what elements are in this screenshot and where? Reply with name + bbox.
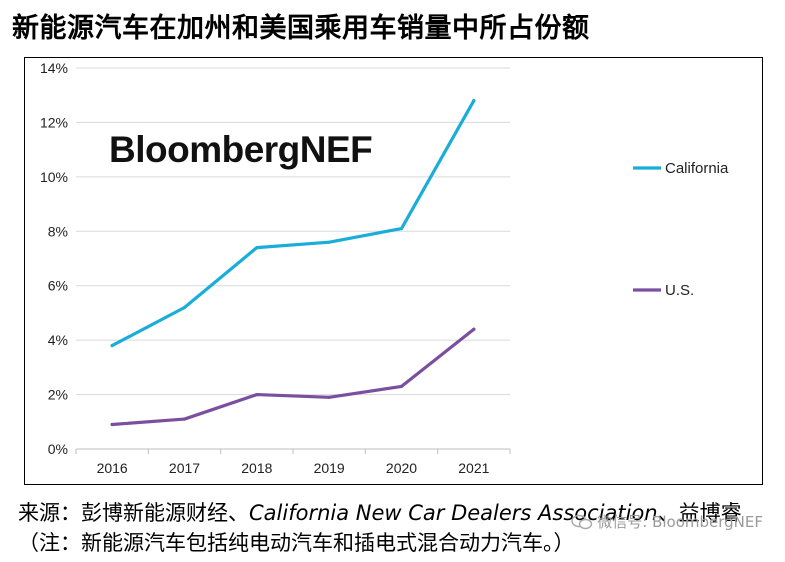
x-tick-label: 2020 (386, 460, 417, 476)
data-point-us (399, 384, 404, 389)
x-tick-label: 2021 (458, 460, 489, 476)
data-point-california (472, 99, 476, 103)
data-point-california (399, 226, 404, 231)
legend-label-california: California (665, 160, 729, 177)
legend-label-us: U.S. (665, 282, 694, 299)
x-tick-label: 2016 (97, 460, 128, 476)
watermark-text: 微信号: BloombergNEF (597, 513, 763, 531)
brand-logo-text: BloombergNEF (109, 129, 372, 170)
x-tick-label: 2018 (241, 460, 272, 476)
data-point-us (182, 417, 187, 421)
y-tick-label: 8% (48, 223, 68, 239)
wechat-icon (571, 514, 593, 529)
y-tick-label: 6% (48, 278, 68, 294)
source-line: 来源：彭博新能源财经、California New Car Dealers As… (18, 497, 742, 527)
line-chart: 0% 2% 4% 6% 8% 10% 12% 14% 2016 2017 2018 2019 2020… (40, 60, 729, 476)
data-point-us (472, 327, 476, 331)
data-point-california (255, 246, 259, 250)
data-point-california (327, 240, 331, 244)
y-tick-label: 10% (40, 169, 68, 185)
footnote: （注：新能源汽车包括纯电动汽车和插电式混合动力汽车。） (18, 531, 575, 555)
data-point-california (182, 305, 187, 310)
data-point-us (255, 392, 259, 397)
x-tick-label: 2017 (169, 460, 200, 476)
chart-frame (24, 57, 763, 485)
series-line-california (110, 99, 476, 348)
source-prefix: 来源：彭博新能源财经、 (18, 501, 249, 525)
y-tick-label: 2% (48, 387, 68, 403)
y-tick-label: 12% (40, 114, 68, 130)
data-point-us (110, 422, 114, 427)
y-tick-label: 4% (48, 332, 68, 348)
y-tick-label: 0% (48, 441, 68, 457)
series-line-us (110, 327, 476, 427)
chart-title: 新能源汽车在加州和美国乘用车销量中所占份额 (12, 13, 590, 44)
x-tick-label: 2019 (314, 460, 345, 476)
watermark: 微信号: BloombergNEF (571, 511, 763, 532)
source-suffix: 、益博睿 (657, 501, 742, 525)
data-point-california (110, 343, 114, 348)
y-tick-label: 14% (40, 60, 68, 76)
data-point-us (327, 395, 331, 399)
